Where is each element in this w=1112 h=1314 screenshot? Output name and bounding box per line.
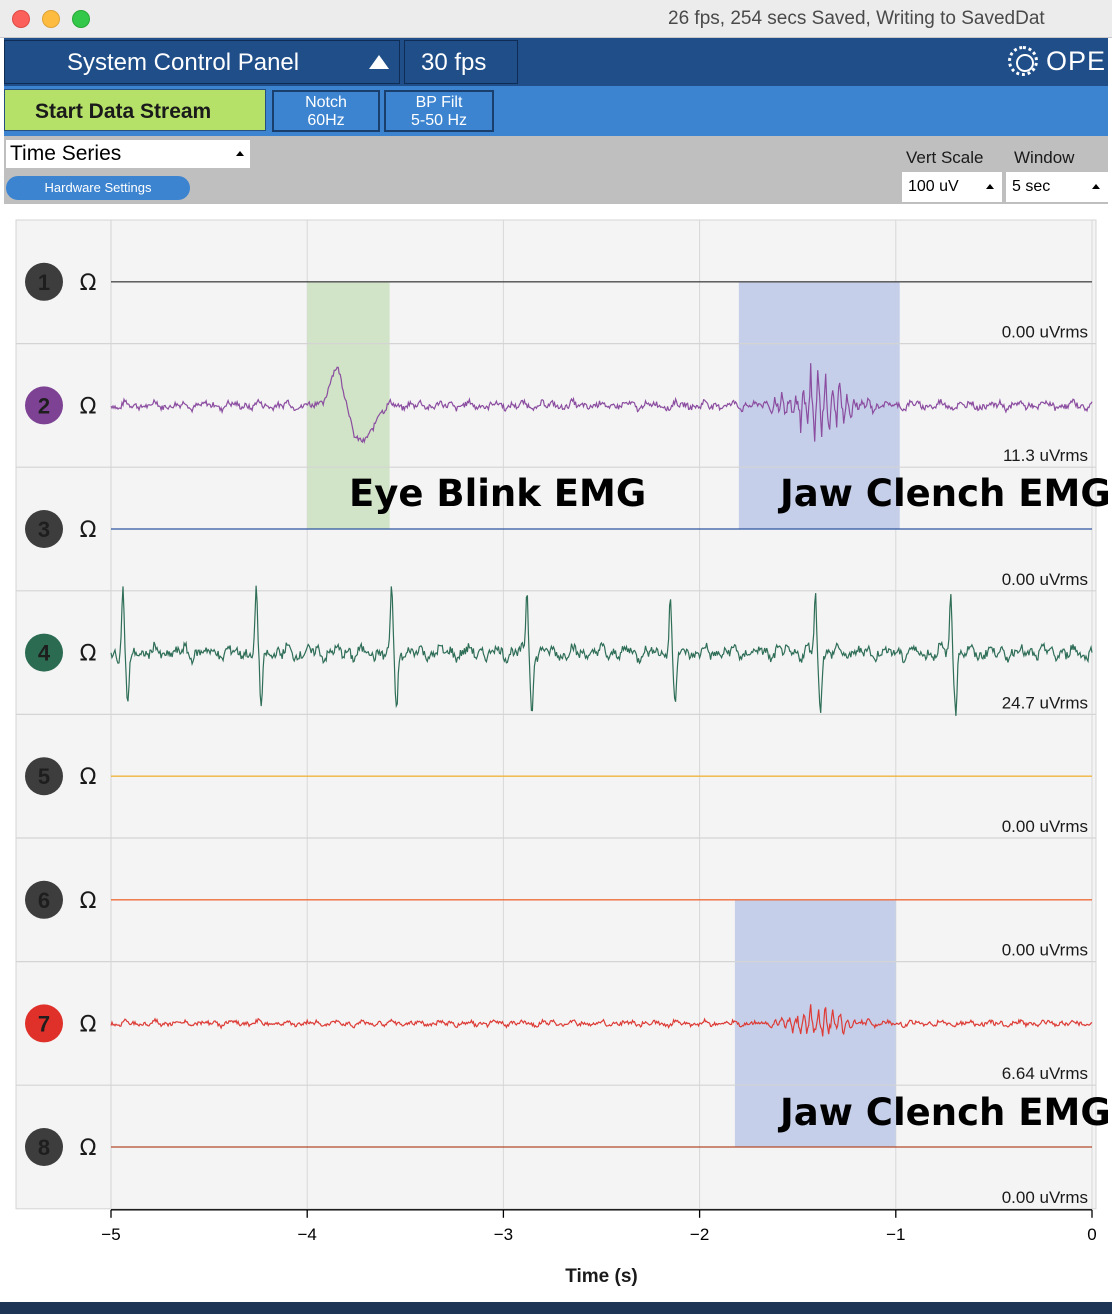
highlight-region-2 [738, 281, 900, 529]
channel-3-badge [25, 510, 63, 548]
channel-5-impedance-icon[interactable]: Ω [80, 765, 97, 790]
logo-text: OPE [1046, 46, 1107, 76]
system-control-panel-button[interactable]: System Control Panel [4, 40, 400, 84]
channel-1-number: 1 [38, 270, 50, 295]
highlight-label-3: Jaw Clench EMG [777, 1091, 1108, 1134]
channel-3-rms: 0.00 uVrms [1002, 570, 1088, 589]
zoom-window-button[interactable] [72, 10, 90, 28]
window-value: 5 sec [1012, 178, 1051, 195]
channel-7-impedance-icon[interactable]: Ω [80, 1012, 97, 1037]
minimize-window-button[interactable] [42, 10, 60, 28]
fps-label: 30 fps [421, 49, 487, 76]
channel-4-impedance-icon[interactable]: Ω [80, 642, 97, 667]
highlight-region-1 [307, 281, 390, 529]
widget-subheader: Hardware Settings 100 uV 5 sec [4, 170, 1108, 204]
channel-8-rms: 0.00 uVrms [1002, 1188, 1088, 1207]
window-title: 26 fps, 254 secs Saved, Writing to Saved… [668, 8, 1045, 29]
widget-selector-value: Time Series [10, 142, 122, 165]
channel-5-number: 5 [38, 764, 50, 789]
x-tick-label: −5 [101, 1225, 120, 1244]
channel-3-number: 3 [38, 517, 50, 542]
channel-6-number: 6 [38, 888, 50, 913]
channel-5-rms: 0.00 uVrms [1002, 817, 1088, 836]
vert-scale-header: Vert Scale [906, 148, 984, 167]
start-data-stream-label: Start Data Stream [35, 100, 212, 123]
channel-6-rms: 0.00 uVrms [1002, 941, 1088, 960]
notch-filter-button[interactable]: Notch 60Hz [272, 90, 380, 132]
channel-8-badge [25, 1128, 63, 1166]
top-bar: System Control Panel 30 fps OPE [4, 38, 1108, 86]
system-control-panel-label: System Control Panel [67, 49, 300, 76]
channel-6-impedance-icon[interactable]: Ω [80, 889, 97, 914]
highlight-label-1: Eye Blink EMG [349, 472, 646, 515]
caret-up-icon [986, 184, 994, 189]
notch-filter-value: 60Hz [307, 112, 345, 129]
start-data-stream-button[interactable]: Start Data Stream [4, 89, 266, 131]
channel-2-badge [25, 386, 63, 425]
channel-2-number: 2 [38, 393, 50, 418]
channel-4-rms: 24.7 uVrms [1002, 693, 1088, 712]
x-axis-label: Time (s) [565, 1266, 638, 1287]
widget-header: Time Series Vert Scale Window [4, 136, 1108, 170]
channel-1-badge [25, 262, 63, 301]
window-titlebar: 26 fps, 254 secs Saved, Writing to Saved… [0, 0, 1112, 38]
x-tick-label: −2 [690, 1225, 709, 1244]
brain-gear-icon [1008, 46, 1038, 76]
bandpass-filter-button[interactable]: BP Filt 5-50 Hz [384, 90, 494, 132]
channel-7-rms: 6.64 uVrms [1002, 1064, 1088, 1083]
channel-2-trace [110, 363, 1093, 444]
channel-2-rms: 11.3 uVrms [1003, 446, 1088, 465]
time-series-chart: 1 Ω 0.00 uVrms 2 Ω 11.3 uVrms 3 Ω 0.00 uVrms 4 Ω 24… [15, 219, 1108, 1287]
highlight-region-3 [734, 899, 896, 1147]
caret-up-icon [1092, 184, 1100, 189]
notch-filter-label: Notch [305, 94, 347, 111]
channel-5-badge [25, 757, 63, 796]
widget-selector[interactable]: Time Series [6, 140, 250, 168]
fps-selector[interactable]: 30 fps [404, 40, 518, 84]
bandpass-filter-value: 5-50 Hz [410, 112, 468, 129]
close-window-button[interactable] [12, 10, 30, 28]
channel-4-badge [25, 633, 63, 672]
channel-8-impedance-icon[interactable]: Ω [80, 1136, 97, 1161]
triangle-up-icon [369, 55, 389, 69]
channel-8-number: 8 [38, 1135, 50, 1160]
window-header: Window [1014, 148, 1075, 167]
bandpass-filter-label: BP Filt [415, 94, 463, 111]
channel-4-trace [110, 585, 1093, 716]
caret-up-icon [236, 151, 244, 156]
channel-7-trace [110, 1004, 1093, 1037]
highlight-label-2: Jaw Clench EMG [777, 472, 1108, 515]
channel-7-badge [25, 1004, 63, 1043]
channel-3-impedance-icon[interactable]: Ω [80, 518, 97, 543]
vert-scale-value: 100 uV [908, 178, 959, 195]
x-tick-label: −3 [494, 1225, 513, 1244]
hardware-settings-button[interactable]: Hardware Settings [6, 176, 190, 200]
channel-7-number: 7 [38, 1011, 50, 1036]
channel-4-number: 4 [38, 641, 51, 666]
openbci-logo: OPE [1008, 46, 1108, 80]
time-series-plot-area: 1 Ω 0.00 uVrms 2 Ω 11.3 uVrms 3 Ω 0.00 uVrms 4 Ω 24… [4, 204, 1108, 1302]
channel-6-badge [25, 880, 63, 919]
bottom-border [0, 1302, 1112, 1314]
x-tick-label: −4 [298, 1225, 317, 1244]
window-dropdown[interactable]: 5 sec [1006, 172, 1108, 202]
stream-toolbar: Start Data Stream Notch 60Hz BP Filt 5-5… [4, 86, 1108, 136]
channel-1-impedance-icon[interactable]: Ω [80, 271, 97, 296]
vert-scale-dropdown[interactable]: 100 uV [902, 172, 1002, 202]
x-tick-label: 0 [1087, 1225, 1096, 1244]
x-tick-label: −1 [886, 1225, 905, 1244]
channel-1-rms: 0.00 uVrms [1002, 323, 1088, 342]
channel-2-impedance-icon[interactable]: Ω [80, 394, 97, 419]
